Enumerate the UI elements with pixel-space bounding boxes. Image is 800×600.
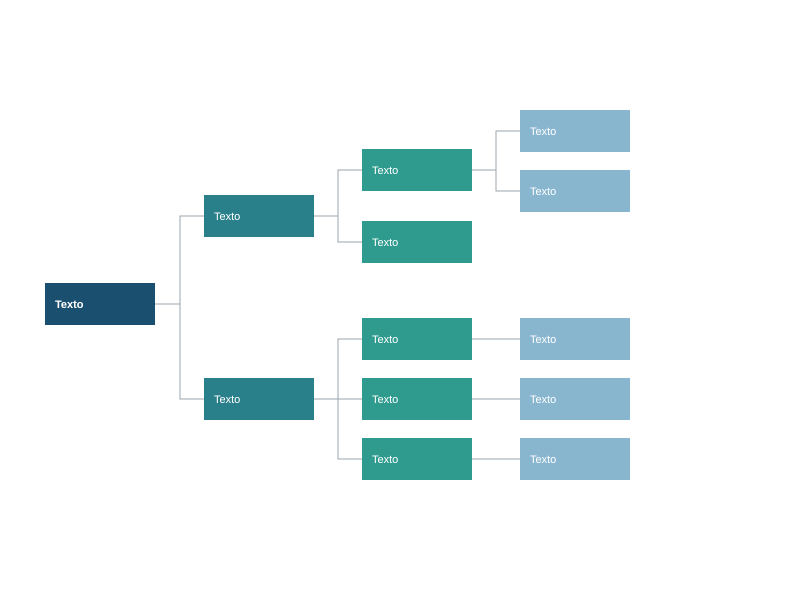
tree-node: Texto	[520, 170, 630, 212]
tree-node: Texto	[362, 318, 472, 360]
tree-node-label: Texto	[530, 454, 556, 466]
tree-edge	[314, 216, 362, 242]
tree-node-label: Texto	[55, 299, 84, 311]
tree-edge	[314, 170, 362, 216]
tree-edge	[155, 304, 204, 399]
tree-node: Texto	[520, 110, 630, 152]
tree-node-label: Texto	[214, 211, 240, 223]
tree-node: Texto	[362, 378, 472, 420]
tree-node: Texto	[204, 195, 314, 237]
tree-node-label: Texto	[372, 165, 398, 177]
tree-edge	[314, 339, 362, 399]
tree-node: Texto	[362, 149, 472, 191]
tree-node: Texto	[520, 318, 630, 360]
tree-diagram: Texto Texto Texto Texto Texto Texto Texto Texto…	[0, 0, 800, 600]
tree-node-label: Texto	[372, 334, 398, 346]
tree-node-label: Texto	[214, 394, 240, 406]
tree-node: Texto	[520, 438, 630, 480]
tree-node-label: Texto	[372, 237, 398, 249]
tree-node: Texto	[204, 378, 314, 420]
tree-node-label: Texto	[372, 394, 398, 406]
tree-node: Texto	[45, 283, 155, 325]
tree-node: Texto	[520, 378, 630, 420]
tree-node-label: Texto	[530, 126, 556, 138]
tree-node-label: Texto	[530, 334, 556, 346]
tree-node: Texto	[362, 438, 472, 480]
tree-edge	[472, 170, 520, 191]
tree-edge	[472, 131, 520, 170]
tree-node: Texto	[362, 221, 472, 263]
tree-node-label: Texto	[530, 394, 556, 406]
tree-edge	[314, 399, 362, 459]
tree-edge	[155, 216, 204, 304]
tree-node-label: Texto	[372, 454, 398, 466]
tree-node-label: Texto	[530, 186, 556, 198]
